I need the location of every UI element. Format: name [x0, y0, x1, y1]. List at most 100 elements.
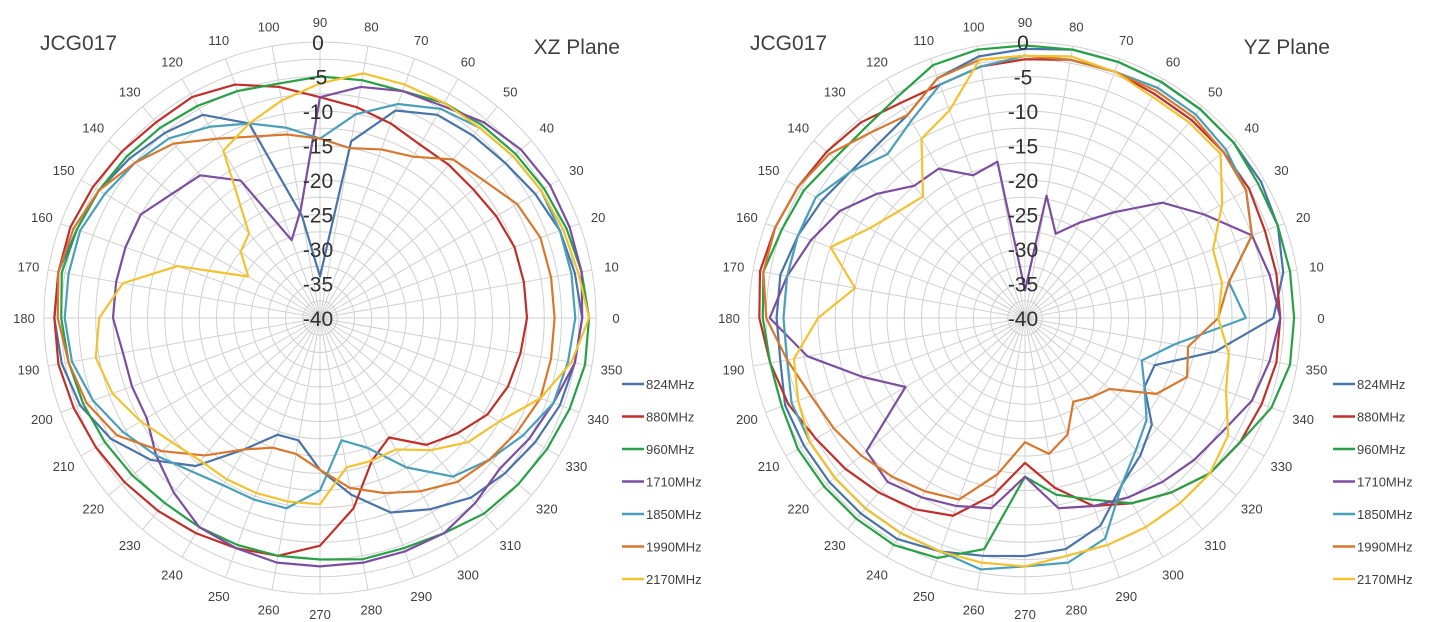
- chart-title-right: XZ Plane: [534, 36, 620, 59]
- angular-tick-label: 0: [612, 311, 619, 326]
- angular-tick-label: 90: [1018, 15, 1032, 30]
- angular-tick-label: 170: [18, 260, 40, 275]
- angular-tick-label: 140: [82, 121, 104, 136]
- grid-spoke: [142, 106, 321, 319]
- grid-spoke: [80, 179, 321, 319]
- angular-tick-label: 190: [18, 362, 40, 377]
- chart-title-left: JCG017: [750, 32, 827, 55]
- legend: 824MHz 880MHz 960MHz 1710MHz 1850MHz 1990MHz 2…: [1333, 377, 1413, 587]
- radial-tick-label: -30: [303, 239, 333, 262]
- angular-tick-label: 210: [758, 459, 780, 474]
- grid-spoke: [1024, 317, 1164, 558]
- grid-spoke: [1024, 179, 1265, 319]
- grid-spoke: [319, 317, 580, 413]
- angular-tick-label: 220: [787, 501, 809, 516]
- angular-tick-label: 300: [457, 567, 479, 582]
- grid-spoke: [319, 317, 560, 457]
- radial-tick-label: -20: [1008, 170, 1038, 193]
- grid-spoke: [108, 317, 321, 496]
- polar-grid: [43, 41, 597, 595]
- angular-tick-label: 50: [503, 84, 517, 99]
- radial-tick-label: 0: [1017, 32, 1029, 55]
- grid-spoke: [1024, 317, 1297, 367]
- angular-tick-label: 20: [591, 210, 605, 225]
- angular-tick-label: 40: [540, 121, 554, 136]
- angular-tick-label: 340: [587, 412, 609, 427]
- angular-tick-label: 80: [364, 20, 378, 35]
- angular-tick-label: 240: [161, 567, 183, 582]
- radial-tick-label: -40: [303, 308, 333, 331]
- angular-tick-label: 150: [53, 163, 75, 178]
- angular-tick-labels: 0 10 20 30 40 50 60 70 80 90 100 110 120 130 140 150 160…: [718, 15, 1327, 622]
- grid-spoke: [886, 317, 1026, 558]
- grid-spoke: [142, 317, 321, 530]
- grid-spoke: [181, 78, 321, 319]
- angular-tick-label: 180: [718, 311, 740, 326]
- legend-label: 960MHz: [1357, 442, 1405, 457]
- angular-tick-label: 60: [461, 55, 475, 70]
- chart-title-right: YZ Plane: [1244, 36, 1330, 59]
- angular-tick-label: 30: [569, 163, 583, 178]
- angular-tick-label: 310: [1204, 538, 1226, 553]
- series-lines: [758, 44, 1296, 571]
- series-line-2170MHz: [792, 54, 1230, 568]
- radial-tick-label: -35: [1008, 274, 1038, 297]
- grid-spoke: [930, 317, 1026, 578]
- angular-tick-label: 140: [787, 121, 809, 136]
- angular-tick-label: 270: [309, 607, 331, 622]
- angular-tick-label: 0: [1317, 311, 1324, 326]
- angular-tick-label: 270: [1014, 607, 1036, 622]
- grid-spoke: [1024, 317, 1203, 530]
- angular-tick-label: 170: [723, 260, 745, 275]
- angular-tick-label: 70: [414, 33, 428, 48]
- angular-tick-label: 310: [499, 538, 521, 553]
- legend-label: 824MHz: [1357, 377, 1405, 392]
- grid-spoke: [1024, 317, 1120, 578]
- grid-spoke: [1024, 269, 1297, 319]
- angular-tick-label: 350: [1306, 362, 1328, 377]
- chart-title-left: JCG017: [40, 32, 117, 55]
- grid-spoke: [319, 140, 532, 319]
- angular-tick-label: 120: [866, 55, 888, 70]
- angular-tick-label: 10: [604, 260, 618, 275]
- grid-spoke: [319, 179, 560, 319]
- series-line-880MHz: [53, 83, 529, 557]
- series-line-2170MHz: [94, 72, 591, 506]
- angular-tick-label: 320: [536, 501, 558, 516]
- angular-tick-label: 180: [13, 311, 35, 326]
- radial-tick-label: -25: [303, 205, 333, 228]
- legend-label: 1850MHz: [646, 507, 702, 522]
- grid-spoke: [847, 106, 1026, 319]
- angular-tick-label: 30: [1274, 163, 1288, 178]
- angular-tick-label: 40: [1245, 121, 1259, 136]
- grid-spoke: [319, 58, 415, 319]
- radial-tick-label: 0: [312, 32, 324, 55]
- legend-label: 960MHz: [646, 442, 694, 457]
- angular-tick-label: 10: [1309, 260, 1323, 275]
- grid-spoke: [765, 223, 1026, 319]
- legend: 824MHz 880MHz 960MHz 1710MHz 1850MHz 1990MHz 2…: [622, 377, 702, 587]
- series-line-1850MHz: [63, 102, 577, 510]
- angular-tick-label: 260: [258, 603, 280, 618]
- grid-spoke: [1024, 78, 1164, 319]
- grid-spoke: [765, 317, 1026, 413]
- angular-tick-label: 250: [208, 589, 230, 604]
- grid-spoke: [225, 58, 321, 319]
- grid-spoke: [847, 317, 1026, 530]
- angular-tick-label: 220: [82, 501, 104, 516]
- radial-tick-label: -25: [1008, 205, 1038, 228]
- grid-spoke: [813, 140, 1026, 319]
- angular-tick-label: 290: [410, 589, 432, 604]
- angular-tick-label: 70: [1119, 33, 1133, 48]
- grid-spoke: [813, 317, 1026, 496]
- grid-spoke: [930, 58, 1026, 319]
- angular-tick-label: 350: [601, 362, 623, 377]
- angular-tick-label: 210: [53, 459, 75, 474]
- angular-tick-label: 110: [913, 33, 934, 48]
- angular-tick-label: 340: [1292, 412, 1314, 427]
- angular-tick-label: 50: [1208, 84, 1222, 99]
- series-line-1990MHz: [56, 133, 556, 495]
- grid-spoke: [319, 317, 532, 496]
- angular-tick-label: 260: [963, 603, 985, 618]
- angular-tick-label: 150: [758, 163, 780, 178]
